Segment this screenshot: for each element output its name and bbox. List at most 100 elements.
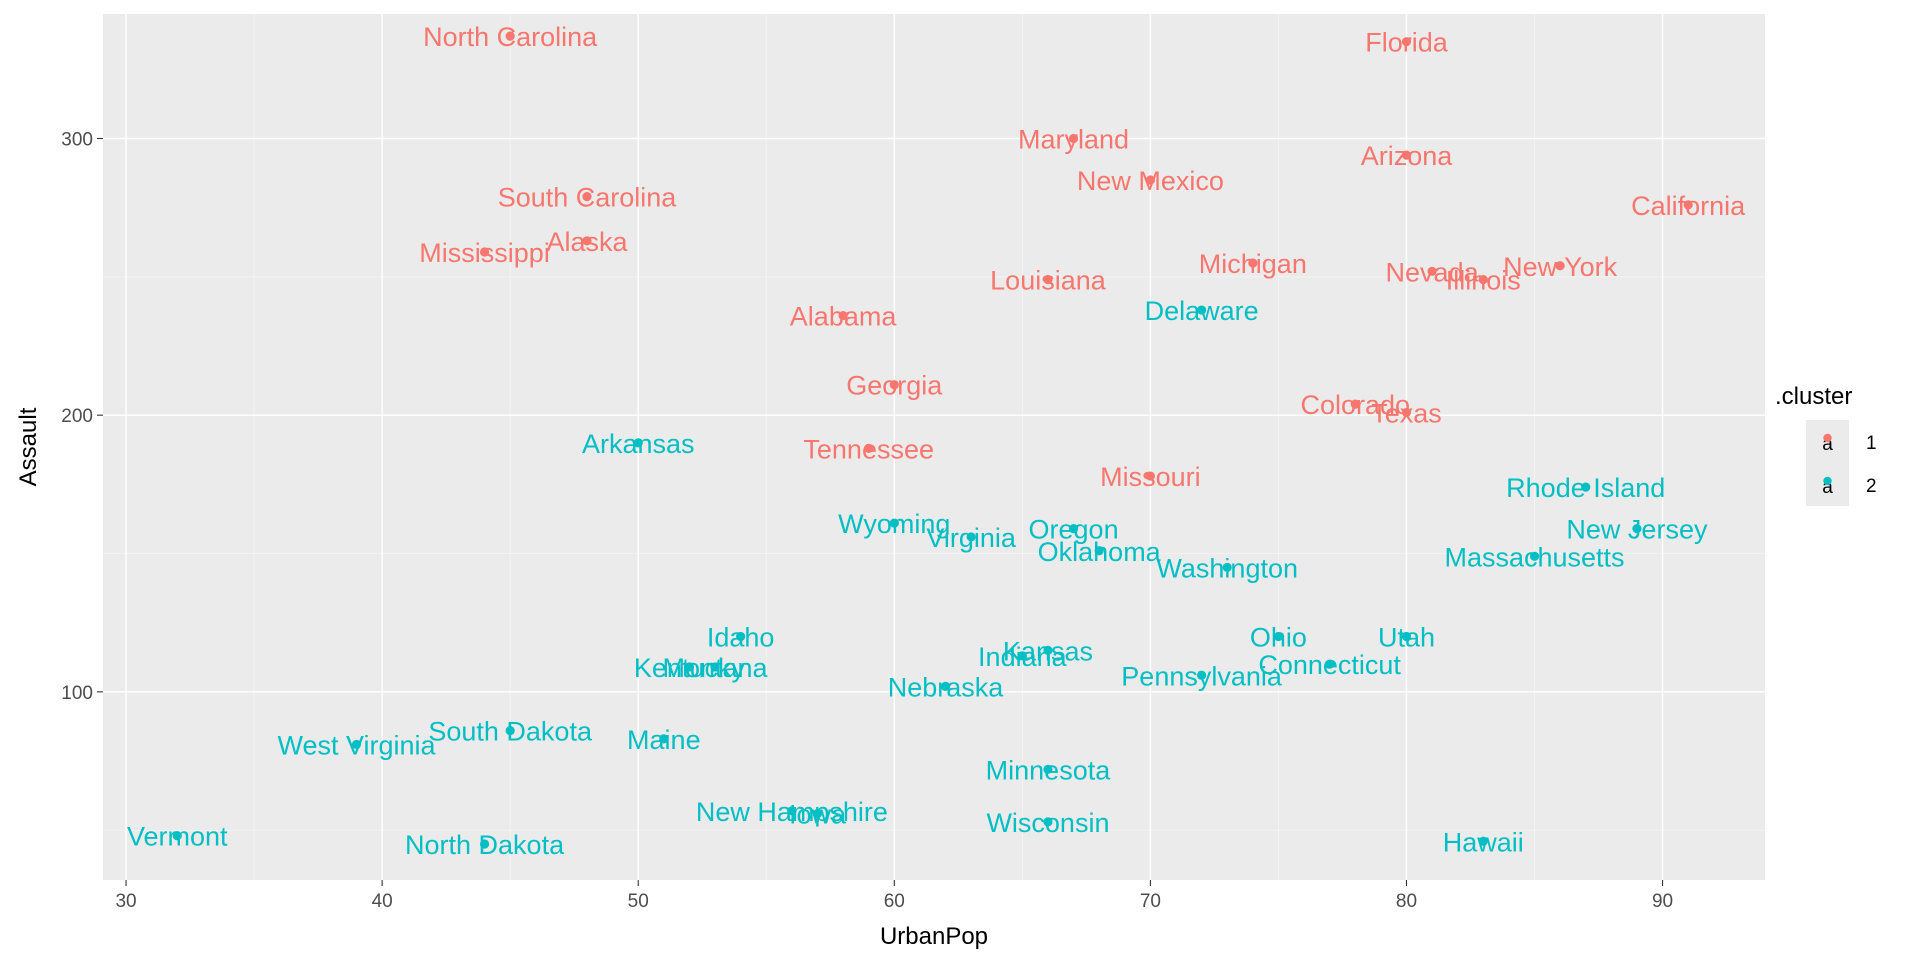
x-tick-label: 90	[1652, 891, 1673, 912]
legend-key-point	[1823, 476, 1832, 486]
point-label: Maine	[627, 725, 701, 755]
x-axis-title: UrbanPop	[880, 923, 988, 950]
data-point	[1401, 631, 1412, 642]
data-point	[172, 831, 182, 841]
point-label: Pennsylvania	[1121, 661, 1283, 691]
point-label: New Jersey	[1566, 515, 1708, 545]
x-tick-label: 80	[1396, 891, 1417, 912]
point-label: Rhode Island	[1506, 473, 1665, 503]
point-label: Oregon	[1029, 515, 1119, 545]
data-point	[864, 443, 874, 453]
data-point	[582, 192, 592, 202]
data-point	[1401, 407, 1412, 418]
y-tick-label: 300	[61, 130, 93, 151]
legend-key-point	[1823, 433, 1832, 443]
data-point	[1248, 258, 1258, 268]
point-label: California	[1631, 191, 1746, 221]
data-point	[1478, 836, 1488, 846]
point-label: Massachusetts	[1444, 542, 1624, 572]
point-label: Minnesota	[986, 755, 1112, 785]
point-label: Georgia	[846, 371, 943, 401]
data-point	[736, 631, 746, 642]
point-label: Florida	[1365, 28, 1449, 58]
data-point	[838, 310, 848, 321]
data-point	[1529, 551, 1540, 561]
data-point	[505, 31, 515, 41]
point-label: Tennessee	[803, 434, 934, 464]
point-label: Virginia	[926, 523, 1017, 553]
data-point	[684, 662, 695, 672]
x-tick-label: 30	[115, 891, 136, 912]
data-point	[812, 808, 823, 819]
data-point	[1222, 562, 1232, 572]
data-point	[1632, 524, 1642, 534]
data-point	[1145, 471, 1155, 481]
legend-label: 2	[1866, 476, 1877, 497]
point-label: Oklahoma	[1038, 537, 1162, 567]
point-label: New York	[1503, 252, 1618, 282]
minor-gridlines	[103, 14, 1765, 880]
data-point	[1350, 399, 1360, 409]
point-label: Michigan	[1199, 249, 1307, 279]
data-point	[1043, 764, 1053, 774]
point-labels: Alabama Alaska Arizona California Colorado Fl…	[127, 22, 1746, 860]
data-point	[1581, 482, 1591, 492]
data-point	[1094, 546, 1104, 556]
data-point	[633, 438, 643, 448]
data-point	[479, 839, 490, 849]
data-point	[787, 806, 797, 816]
data-point	[582, 236, 592, 246]
point-label: New Mexico	[1077, 166, 1224, 196]
legend-key-symbol: a	[1822, 434, 1833, 455]
data-point	[889, 380, 899, 390]
data-point	[351, 739, 362, 750]
legend-key-symbol: a	[1822, 477, 1833, 498]
point-label: Utah	[1378, 623, 1435, 653]
data-point	[1068, 524, 1079, 534]
data-point	[1043, 817, 1053, 827]
data-point	[1325, 659, 1335, 669]
point-label: Iowa	[789, 800, 847, 830]
point-label: West Virginia	[277, 730, 436, 760]
point-label: Mississippi	[419, 238, 550, 268]
point-label: Vermont	[127, 822, 228, 852]
y-axis-title: Assault	[15, 407, 42, 486]
point-label: Idaho	[707, 623, 775, 653]
major-gridlines	[103, 14, 1765, 880]
point-label: New Hampshire	[696, 797, 888, 827]
legend-label: 1	[1866, 433, 1877, 454]
point-label: Missouri	[1100, 462, 1201, 492]
data-point	[710, 662, 720, 672]
data-point	[1043, 275, 1053, 285]
point-label: Wyoming	[838, 509, 950, 539]
data-point	[1273, 631, 1284, 642]
point-label: Kansas	[1003, 636, 1093, 666]
data-point	[1401, 37, 1412, 47]
data-point	[1197, 670, 1207, 680]
x-tick-label: 50	[628, 891, 649, 912]
point-label: Wisconsin	[986, 808, 1109, 838]
y-tick-label: 200	[61, 406, 93, 427]
data-point	[966, 532, 976, 542]
data-point	[479, 247, 490, 257]
x-tick-label: 70	[1140, 891, 1161, 912]
y-tick-label: 100	[61, 683, 93, 704]
data-point	[1427, 266, 1437, 276]
point-label: Kentucky	[634, 653, 746, 683]
data-point	[1068, 133, 1079, 144]
point-label: Alaska	[546, 227, 628, 257]
point-label: North Dakota	[405, 830, 565, 860]
point-label: Connecticut	[1258, 650, 1401, 680]
plot-panel	[103, 14, 1765, 880]
point-label: Illinois	[1446, 266, 1521, 296]
point-label: Texas	[1371, 398, 1442, 428]
point-label: Washington	[1156, 553, 1298, 583]
data-point	[1145, 175, 1155, 185]
point-label: Ohio	[1250, 623, 1307, 653]
data-point	[1478, 275, 1488, 285]
data-point	[1683, 200, 1693, 210]
x-tick-label: 60	[884, 891, 905, 912]
point-label: Maryland	[1018, 125, 1129, 155]
point-label: Arkansas	[582, 429, 695, 459]
